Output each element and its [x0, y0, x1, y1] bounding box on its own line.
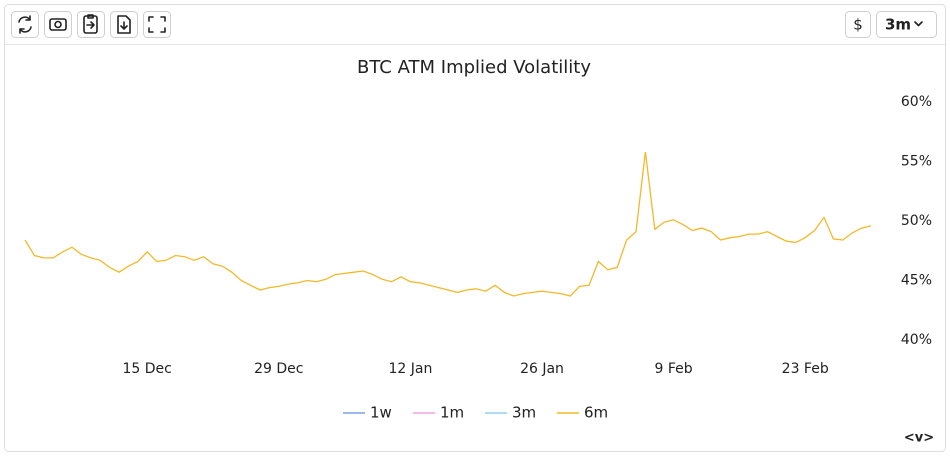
y-tick-label: 60% [901, 94, 932, 110]
y-tick-label: 50% [901, 213, 932, 229]
series-line [24, 151, 872, 297]
dropdown-arrow [914, 21, 923, 27]
x-tick-label: 9 Feb [655, 361, 693, 377]
chart-title: BTC ATM Implied Volatility [357, 57, 591, 78]
frame [4, 4, 946, 452]
screenshot-button[interactable] [44, 11, 72, 38]
x-tick-label: 26 Jan [520, 361, 564, 377]
y-tick-label: 45% [901, 273, 932, 289]
legend-label[interactable]: 3m [512, 404, 536, 422]
x-tick-label: 15 Dec [123, 361, 172, 377]
download-button[interactable] [110, 11, 138, 38]
legend-label[interactable]: 1w [370, 404, 392, 422]
fullscreen-button[interactable] [143, 11, 171, 38]
legend-label[interactable]: 1m [440, 404, 464, 422]
currency-label: $ [853, 16, 863, 34]
y-tick-label: 40% [901, 332, 932, 348]
x-tick-label: 23 Feb [782, 361, 829, 377]
legend-label[interactable]: 6m [584, 404, 608, 422]
refresh-button[interactable] [11, 11, 39, 38]
nav-toggle[interactable]: <v> [904, 431, 934, 446]
range-label: 3m [885, 16, 911, 34]
x-tick-label: 29 Dec [254, 361, 303, 377]
y-tick-label: 55% [901, 154, 932, 170]
copy-button[interactable] [77, 11, 105, 38]
range-button[interactable]: 3m [876, 11, 937, 38]
x-tick-label: 12 Jan [388, 361, 432, 377]
currency-button[interactable]: $ [845, 11, 871, 38]
